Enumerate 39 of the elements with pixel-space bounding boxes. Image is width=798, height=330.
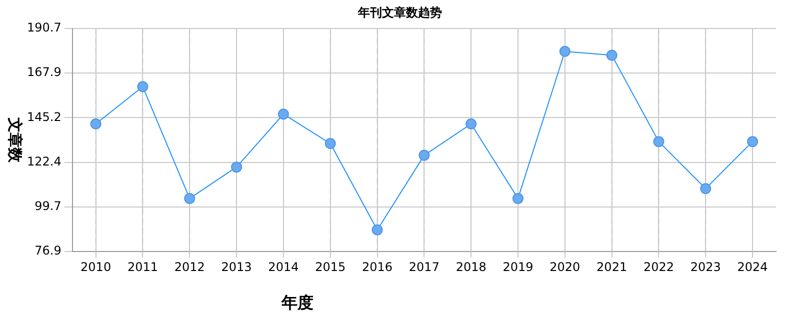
x-tick-label: 2022: [643, 260, 674, 274]
x-tick-label: 2017: [408, 260, 440, 274]
x-tick-label: 2016: [362, 260, 393, 274]
point: [466, 118, 477, 130]
x-axis-title: 年度: [280, 293, 314, 312]
y-tick-label: 99.7: [34, 199, 62, 214]
x-tick-label: 2011: [127, 260, 158, 274]
x-tick-label: 2014: [268, 260, 299, 274]
y-tick-label: 190.7: [26, 20, 62, 35]
point: [653, 136, 664, 148]
x-tick-label: 2013: [221, 260, 252, 274]
x-tick-label: 2023: [690, 260, 721, 274]
x-tick-label: 2010: [80, 260, 112, 274]
y-tick-label: 122.4: [26, 154, 62, 168]
x-tick-label: 2015: [315, 260, 346, 274]
chart-title: 年刊文章数趋势: [357, 5, 442, 20]
x-tick-label: 2012: [174, 260, 205, 274]
point: [231, 162, 242, 173]
x-tick-label: 2020: [550, 260, 580, 274]
x-tick-label: 2021: [596, 260, 628, 274]
point: [418, 150, 430, 161]
point: [700, 183, 712, 194]
point: [372, 224, 383, 236]
y-axis-title: 文章数: [6, 116, 24, 164]
y-tick-label: 167.9: [26, 65, 62, 80]
y-tick-label: 145.2: [26, 110, 62, 124]
point: [324, 138, 336, 150]
x-tick-label: 2024: [737, 260, 768, 274]
point: [90, 118, 102, 130]
x-tick-label: 2019: [502, 260, 534, 274]
point: [278, 108, 289, 120]
point: [184, 192, 196, 204]
point: [606, 50, 618, 61]
point: [559, 46, 570, 57]
x-tick-label: 2018: [456, 260, 486, 274]
point: [512, 192, 524, 204]
point: [747, 136, 758, 148]
y-tick-label: 76.9: [34, 244, 62, 258]
point: [137, 81, 148, 92]
